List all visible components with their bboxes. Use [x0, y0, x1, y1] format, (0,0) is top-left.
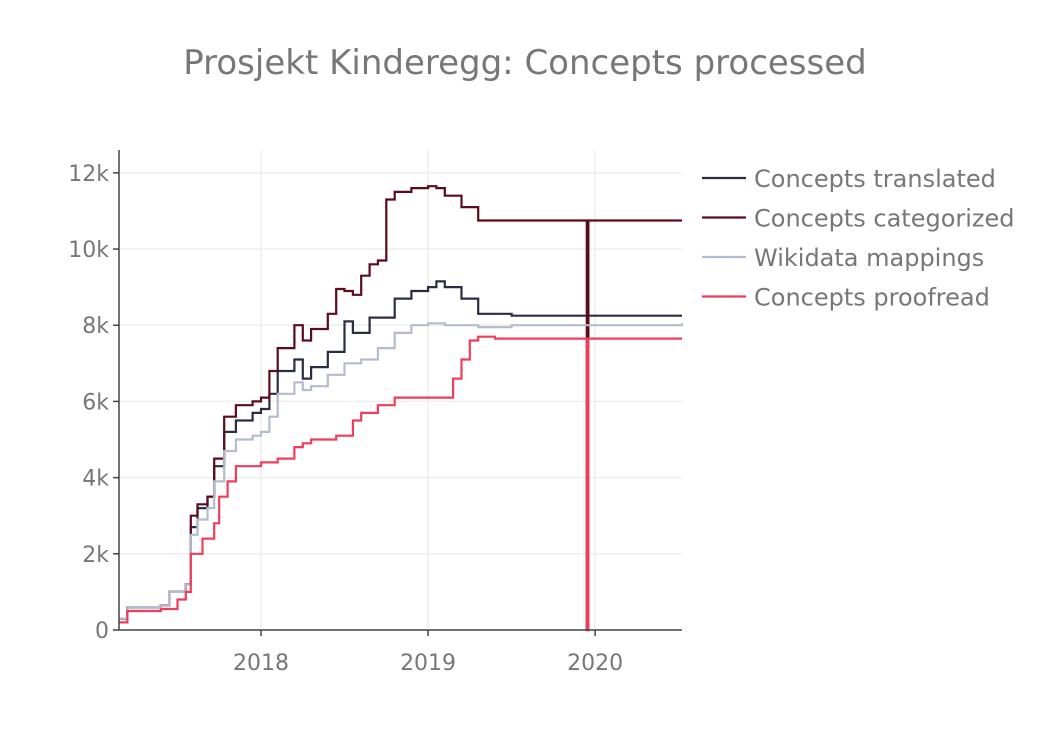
series-line-4: [119, 335, 682, 632]
y-tick-label: 8k: [82, 314, 109, 339]
y-tick-label: 10k: [68, 238, 109, 263]
legend-label-2: Concepts categorized: [754, 205, 1015, 233]
chart-title: Prosjekt Kinderegg: Concepts processed: [183, 43, 867, 83]
legend-label-1: Concepts translated: [754, 165, 996, 193]
series-line-3: [119, 322, 684, 620]
ticks-layer: 0 2k 4k 6k 8k 10k 12k 2018 2019 2020: [68, 162, 623, 676]
y-tick-label: 2k: [82, 543, 109, 568]
x-tick-label: 2018: [233, 651, 289, 676]
x-tick-label: 2019: [400, 651, 456, 676]
y-tick-label: 12k: [68, 162, 109, 187]
x-tick-label: 2020: [567, 651, 623, 676]
y-tick-label: 4k: [82, 467, 109, 492]
grid-layer: [119, 150, 682, 630]
legend-label-4: Concepts proofread: [754, 284, 990, 312]
series-layer: [119, 185, 684, 632]
y-tick-label: 0: [95, 619, 109, 644]
legend-label-3: Wikidata mappings: [754, 244, 984, 272]
y-tick-label: 6k: [82, 390, 109, 415]
axes-layer: [118, 150, 682, 631]
series-line-2: [119, 185, 682, 632]
legend: Concepts translated Concepts categorized W…: [702, 165, 1015, 312]
